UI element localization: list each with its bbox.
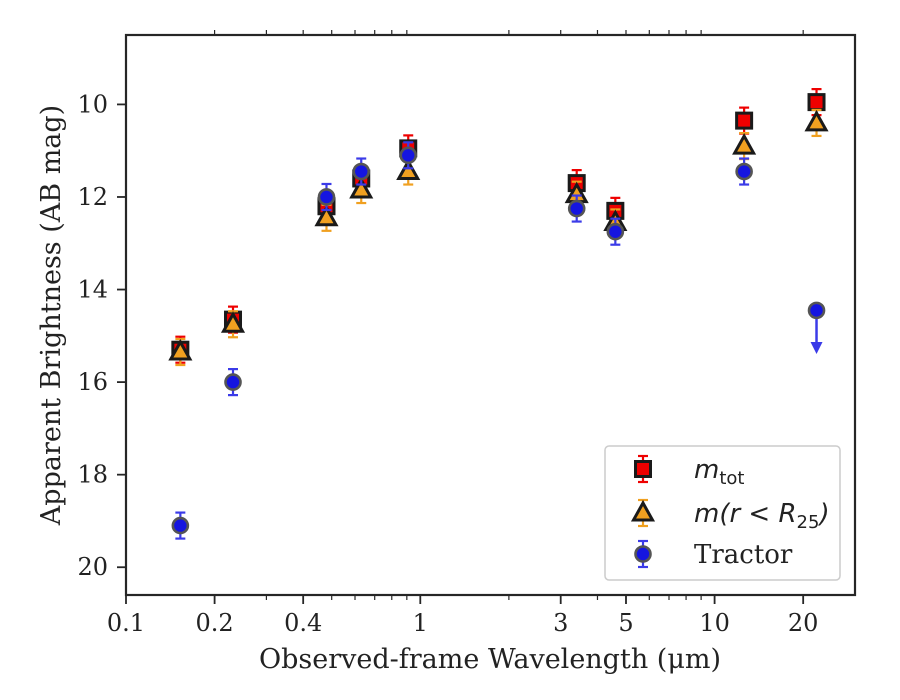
legend-marker-tractor <box>634 539 652 569</box>
y-axis-ticks: 10 12 14 16 18 20 <box>77 90 126 581</box>
legend-entry-mr25: m(r < R25) <box>694 499 830 533</box>
circle-marker <box>399 146 418 165</box>
circle-marker <box>171 516 190 535</box>
data-point-mtot <box>807 88 826 117</box>
triangle-marker <box>220 311 246 333</box>
legend-marker-mr25 <box>630 498 656 528</box>
x-tick-label: 0.2 <box>196 609 234 637</box>
data-point-tractor <box>735 157 753 186</box>
upper-limit-arrow-head <box>810 342 823 355</box>
data-point-tractor <box>171 511 190 540</box>
data-marks <box>168 88 829 540</box>
data-point-tractor <box>807 301 826 320</box>
triangle-marker <box>314 204 339 227</box>
triangle-marker <box>349 176 374 199</box>
data-point-tractor <box>317 182 336 212</box>
plot-frame <box>124 33 857 597</box>
triangle-marker <box>630 499 656 522</box>
data-point-tractor <box>567 194 586 223</box>
circle-marker <box>634 545 652 563</box>
y-tick-label: 14 <box>77 276 108 304</box>
y-tick-label: 10 <box>77 90 108 118</box>
data-point-mr25 <box>168 337 193 367</box>
square-marker <box>735 111 754 130</box>
x-tick-label: 0.4 <box>284 609 322 637</box>
x-tick-label: 10 <box>699 609 730 637</box>
x-tick-label: 3 <box>553 609 568 637</box>
legend: mtot m(r < R25) Tractor <box>604 445 841 581</box>
triangle-marker <box>396 158 421 181</box>
x-axis-label: Observed-frame Wavelength (μm) <box>259 644 721 675</box>
triangle-marker <box>804 109 829 132</box>
circle-marker <box>606 222 625 241</box>
data-point-mr25 <box>220 310 246 339</box>
triangle-marker <box>732 132 757 155</box>
circle-marker <box>352 162 371 181</box>
x-tick-label: 0.1 <box>107 609 145 637</box>
legend-marker-mtot <box>634 454 652 484</box>
legend-markers <box>630 454 656 569</box>
y-tick-label: 16 <box>77 368 108 396</box>
x-tick-label: 20 <box>788 609 819 637</box>
data-point-mr25 <box>804 108 829 138</box>
x-tick-label: 5 <box>618 609 633 637</box>
circle-marker <box>317 188 336 206</box>
data-point-tractor <box>224 368 242 397</box>
x-axis-ticks: 0.1 0.2 0.4 1 3 5 10 20 <box>107 595 819 637</box>
circle-marker <box>735 162 753 181</box>
y-axis-label: Apparent Brightness (AB mag) <box>36 105 67 526</box>
legend-box <box>604 445 841 581</box>
legend-entry-tractor: Tractor <box>694 540 793 570</box>
data-point-tractor <box>606 217 625 246</box>
y-tick-label: 20 <box>77 553 108 581</box>
legend-entry-mtot: mtot <box>694 455 744 489</box>
square-marker <box>807 93 826 112</box>
triangle-marker <box>168 338 193 361</box>
x-tick-label: 1 <box>413 609 428 637</box>
square-marker <box>634 460 652 478</box>
circle-marker <box>567 199 586 218</box>
circle-marker <box>224 373 242 391</box>
data-point-tractor <box>352 157 371 186</box>
data-point-tractor <box>399 141 418 170</box>
y-tick-label: 18 <box>77 461 108 489</box>
series-tractor <box>171 141 826 540</box>
y-tick-label: 12 <box>77 183 108 211</box>
